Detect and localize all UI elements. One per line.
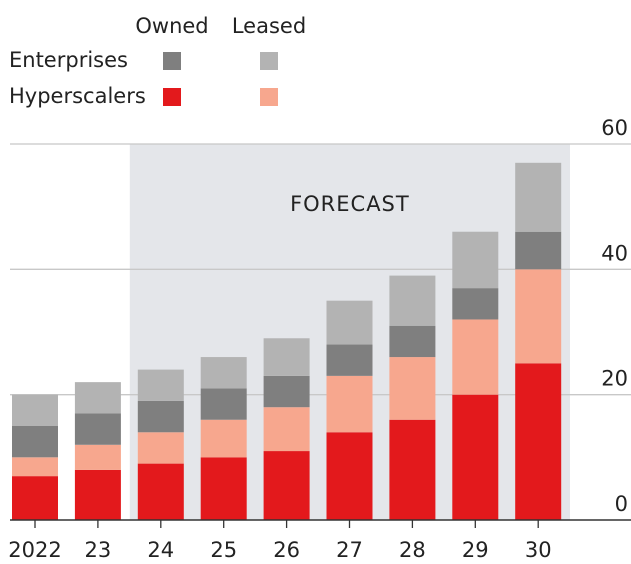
y-tick-label: 60 — [601, 116, 628, 140]
bar-segment — [389, 357, 436, 420]
bar-segment — [452, 288, 499, 320]
y-tick-label: 0 — [615, 492, 628, 516]
legend-swatch — [163, 88, 181, 106]
bar-segment — [326, 344, 373, 376]
bar-segment — [389, 325, 436, 358]
bar-segment — [452, 394, 499, 520]
bar-segment — [263, 451, 310, 520]
x-tick-label: 24 — [147, 538, 174, 562]
y-tick-label: 40 — [601, 241, 628, 265]
bar-segment — [515, 162, 562, 232]
bar-segment — [137, 463, 184, 520]
x-tick-label: 2022 — [8, 538, 61, 562]
bar-segment — [200, 457, 247, 520]
legend-column-label: Owned — [135, 14, 208, 38]
bar-segment — [200, 419, 247, 458]
bar-segment — [263, 375, 310, 408]
bar-segment — [74, 413, 121, 445]
bar-segment — [452, 319, 499, 395]
bar-segment — [12, 394, 58, 426]
bar-segment — [263, 338, 310, 376]
forecast-label: FORECAST — [290, 192, 410, 216]
bar-segment — [74, 469, 121, 520]
x-tick-label: 23 — [85, 538, 112, 562]
bar-segment — [137, 369, 184, 401]
bar-segment — [137, 400, 184, 433]
bar-segment — [12, 457, 58, 477]
bar-segment — [12, 476, 58, 520]
legend-row-label: Enterprises — [9, 48, 128, 72]
bar-segment — [263, 407, 310, 452]
legend-column-label: Leased — [232, 14, 306, 38]
legend-swatch — [260, 52, 278, 70]
legend-swatch — [260, 88, 278, 106]
x-tick-label: 30 — [525, 538, 552, 562]
y-tick-label: 20 — [601, 367, 628, 391]
bar-segment — [74, 382, 121, 414]
x-tick-label: 29 — [462, 538, 489, 562]
bar-segment — [515, 231, 562, 270]
legend-row-label: Hyperscalers — [9, 84, 146, 108]
bar-segment — [200, 357, 247, 389]
bar-segment — [452, 231, 499, 289]
bar-segment — [137, 432, 184, 464]
bar-segment — [200, 388, 247, 420]
x-tick-label: 28 — [399, 538, 426, 562]
bar-segment — [515, 269, 562, 364]
bar-segment — [326, 432, 373, 520]
bar-segment — [326, 375, 373, 433]
x-tick-label: 26 — [273, 538, 300, 562]
legend-swatch — [163, 52, 181, 70]
bar-segment — [74, 444, 121, 470]
bar-segment — [326, 300, 373, 345]
bar-segment — [389, 275, 436, 326]
bar-segment — [12, 426, 58, 458]
x-tick-label: 27 — [336, 538, 363, 562]
bar-segment — [389, 419, 436, 520]
x-tick-label: 25 — [210, 538, 237, 562]
bar-segment — [515, 363, 562, 520]
